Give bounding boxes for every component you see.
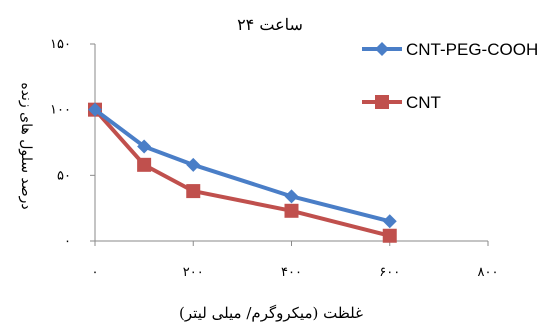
- y-axis-label: درصد سلول های زنده: [18, 82, 34, 209]
- series-layer: [88, 102, 397, 243]
- legend-marker: [375, 42, 389, 56]
- y-tick-label: ۰: [64, 234, 71, 249]
- legend-item: CNT-PEG-COOH: [362, 40, 538, 59]
- data-point: [284, 189, 299, 204]
- data-point: [137, 139, 152, 154]
- data-point: [382, 228, 397, 243]
- series-cnt: [88, 102, 397, 243]
- y-tick-label: ۵۰: [57, 168, 71, 183]
- data-point: [186, 157, 201, 172]
- series-cnt-peg-cooh: [88, 102, 397, 229]
- x-tick-label: ۰: [92, 265, 99, 280]
- legend-label: CNT-PEG-COOH: [406, 40, 538, 59]
- y-tick-label: ۱۵۰: [50, 37, 71, 52]
- x-tick-label: ۴۰۰: [281, 265, 302, 280]
- chart-title: ۲۴ ساعت: [237, 15, 303, 34]
- data-point: [382, 214, 397, 229]
- x-tick-label: ۶۰۰: [379, 265, 400, 280]
- legend-label: CNT: [406, 93, 441, 112]
- x-axis-label: غلظت (میکروگرم/ میلی لیتر): [179, 304, 363, 322]
- legend: CNT-PEG-COOH CNT: [362, 40, 538, 112]
- y-tick-label: ۱۰۰: [50, 103, 71, 118]
- data-point: [284, 203, 299, 218]
- data-point: [137, 157, 152, 172]
- data-point: [186, 184, 201, 199]
- data-point: [88, 102, 102, 117]
- x-tick-label: ۸۰۰: [478, 265, 499, 280]
- legend-item: CNT: [362, 93, 441, 112]
- series-line: [93, 107, 392, 238]
- legend-marker: [375, 95, 389, 109]
- ticks-layer: ۰ ۵۰ ۱۰۰ ۱۵۰ ۰ ۲۰۰ ۴۰۰ ۶۰۰ ۸۰۰: [50, 37, 498, 280]
- x-tick-label: ۲۰۰: [183, 265, 204, 280]
